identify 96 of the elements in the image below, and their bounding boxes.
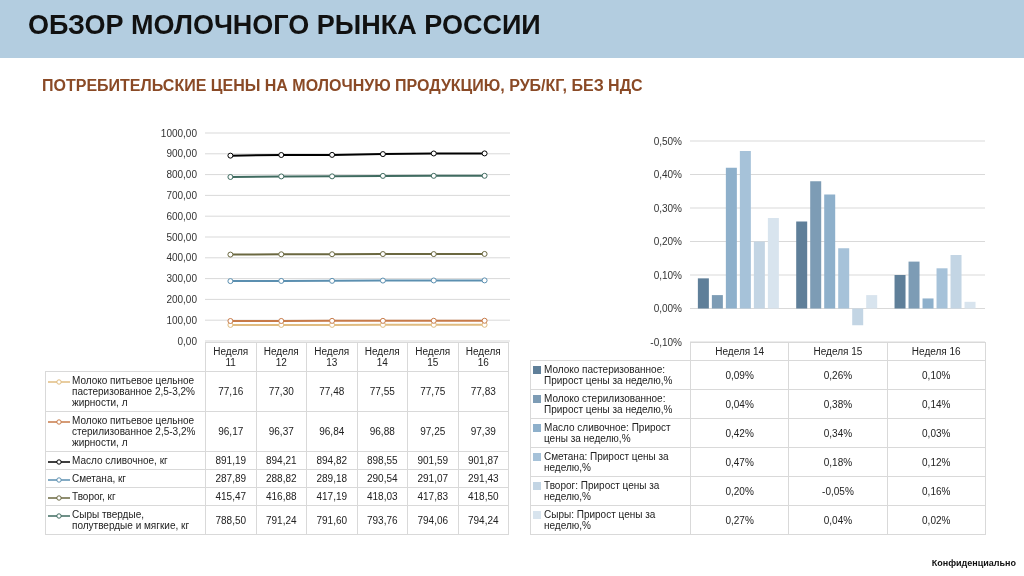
y-tick-label: 500,00 — [166, 231, 198, 243]
data-label: 96,84 — [306, 411, 357, 452]
data-label: 77,55 — [357, 371, 408, 412]
y-tick-label: 0,50% — [653, 135, 683, 147]
data-label: 291,07 — [407, 469, 458, 488]
data-label: 794,06 — [407, 505, 458, 535]
legend-label: Сметана, кг — [72, 473, 128, 484]
x-tick-label: Неделя 14 — [357, 342, 408, 372]
data-label: 289,18 — [306, 469, 357, 488]
legend-label: Творог: Прирост цены за неделю,% — [544, 480, 661, 502]
text: Конфиденциально — [931, 558, 1016, 568]
data-label: 0,18% — [788, 447, 888, 477]
data-label: 416,88 — [256, 487, 307, 506]
y-tick-label: 0,00 — [177, 335, 198, 347]
legend-label: Молоко стерилизованное: Прирост цены за неделю,% — [544, 393, 674, 415]
data-label: 0,10% — [887, 360, 986, 390]
legend-label: Сыры твердые, полутвердые и мягкие, кг — [72, 509, 191, 531]
legend-label: Масло сливочное: Прирост цены за неделю,% — [544, 422, 672, 444]
y-tick-label: 400,00 — [166, 252, 198, 264]
y-tick-label: 700,00 — [166, 189, 198, 201]
legend-label: Творог, кг — [72, 491, 117, 502]
y-tick-label: 900,00 — [166, 148, 198, 160]
data-label: 891,19 — [205, 451, 256, 470]
legend-label: Молоко питьевое цельное пастеризованное 2,5-3,2% жирности, л — [72, 375, 196, 408]
data-label: 0,04% — [788, 505, 888, 535]
data-label: 0,47% — [690, 447, 789, 477]
data-label: 894,21 — [256, 451, 307, 470]
data-label: 0,27% — [690, 505, 789, 535]
x-tick-label: Неделя 13 — [306, 342, 357, 372]
x-tick-label: Неделя 16 — [458, 342, 509, 372]
data-label: 77,83 — [458, 371, 509, 412]
y-tick-label: 0,30% — [653, 202, 683, 214]
y-tick-label: 1000,00 — [160, 127, 198, 139]
data-label: 0,34% — [788, 418, 888, 448]
data-label: 288,82 — [256, 469, 307, 488]
data-label: 0,02% — [887, 505, 986, 535]
data-label: 0,16% — [887, 476, 986, 506]
data-label: 77,48 — [306, 371, 357, 412]
data-label: 791,60 — [306, 505, 357, 535]
x-tick-label: Неделя 15 — [788, 342, 888, 361]
data-label: 791,24 — [256, 505, 307, 535]
data-label: 77,30 — [256, 371, 307, 412]
legend-label: Молоко питьевое цельное стерилизованное 2,5-3,2% жирности, л — [72, 415, 197, 448]
data-label: 418,03 — [357, 487, 408, 506]
data-label: 0,12% — [887, 447, 986, 477]
data-label: 0,38% — [788, 389, 888, 419]
data-label: 77,75 — [407, 371, 458, 412]
data-label: 418,50 — [458, 487, 509, 506]
data-label: 0,03% — [887, 418, 986, 448]
x-tick-label: Неделя 14 — [690, 342, 789, 361]
data-label: 794,24 — [458, 505, 509, 535]
data-label: 290,54 — [357, 469, 408, 488]
y-tick-label: 800,00 — [166, 169, 198, 181]
data-label: 96,88 — [357, 411, 408, 452]
data-label: 0,42% — [690, 418, 789, 448]
data-label: -0,05% — [788, 476, 888, 506]
data-label: 0,04% — [690, 389, 789, 419]
data-label: 0,09% — [690, 360, 789, 390]
data-label: 97,25 — [407, 411, 458, 452]
data-label: 77,16 — [205, 371, 256, 412]
data-label: 901,87 — [458, 451, 509, 470]
data-label: 96,37 — [256, 411, 307, 452]
y-tick-label: 0,20% — [653, 236, 683, 248]
y-tick-label: 0,40% — [653, 169, 683, 181]
data-label: 97,39 — [458, 411, 509, 452]
legend-label: Масло сливочное, кг — [72, 455, 169, 466]
y-tick-label: 200,00 — [166, 293, 198, 305]
y-tick-label: 100,00 — [166, 314, 198, 326]
x-tick-label: Неделя 15 — [407, 342, 458, 372]
data-label: 898,55 — [357, 451, 408, 470]
data-label: 901,59 — [407, 451, 458, 470]
data-label: 0,20% — [690, 476, 789, 506]
data-label: 788,50 — [205, 505, 256, 535]
data-label: 291,43 — [458, 469, 509, 488]
y-tick-label: 300,00 — [166, 273, 198, 285]
data-label: 287,89 — [205, 469, 256, 488]
x-tick-label: Неделя 16 — [887, 342, 986, 361]
legend-label: Сыры: Прирост цены за неделю,% — [544, 509, 657, 531]
chart-subtitle: ПОТРЕБИТЕЛЬСКИЕ ЦЕНЫ НА МОЛОЧНУЮ ПРОДУКЦИЮ, РУБ/КГ, БЕЗ НДС — [42, 77, 643, 95]
data-label: 417,19 — [306, 487, 357, 506]
legend-label: Молоко пастеризованное: Прирост цены за неделю,% — [544, 364, 674, 386]
y-tick-label: 0,00% — [653, 303, 683, 315]
y-tick-label: 0,10% — [653, 269, 683, 281]
data-label: 415,47 — [205, 487, 256, 506]
legend-label: Сметана: Прирост цены за неделю,% — [544, 451, 670, 473]
data-label: 894,82 — [306, 451, 357, 470]
data-label: 0,26% — [788, 360, 888, 390]
chart-title: ОБЗОР МОЛОЧНОГО РЫНКА РОССИИ — [28, 10, 541, 41]
data-label: 417,83 — [407, 487, 458, 506]
data-label: 0,14% — [887, 389, 986, 419]
y-tick-label: 600,00 — [166, 210, 198, 222]
x-tick-label: Неделя 11 — [205, 342, 256, 372]
data-label: 96,17 — [205, 411, 256, 452]
data-label: 793,76 — [357, 505, 408, 535]
y-tick-label: -0,10% — [650, 336, 683, 348]
x-tick-label: Неделя 12 — [256, 342, 307, 372]
